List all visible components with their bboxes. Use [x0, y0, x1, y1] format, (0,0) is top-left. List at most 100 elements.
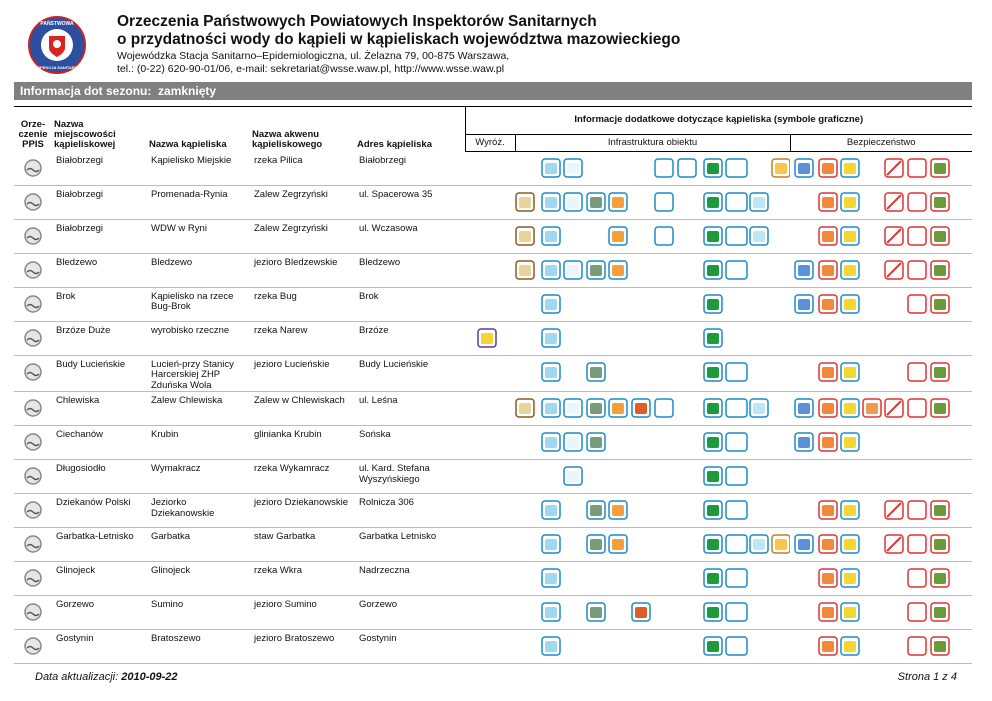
- icon-glyph: [822, 366, 834, 378]
- icon-glyph: [707, 298, 719, 310]
- icon-glyph: [934, 539, 946, 550]
- cell: Zalew Zegrzyński: [250, 219, 355, 254]
- icon-glyph: [545, 230, 557, 242]
- ppis-wave: [26, 645, 40, 651]
- icon-glyph: [590, 607, 602, 618]
- cell: rzeka Wkra: [250, 561, 355, 596]
- icons: [465, 599, 515, 625]
- icon-glyph: [822, 437, 834, 448]
- infra-cell: [515, 391, 790, 426]
- icons: [818, 225, 950, 246]
- icon-glyph: [753, 539, 765, 550]
- icon-glyph: [822, 641, 834, 652]
- cell: Glinojeck: [147, 561, 250, 596]
- icon-glyph: [822, 298, 834, 310]
- safety-cell: [790, 355, 972, 392]
- icon-cross: [886, 536, 902, 552]
- icon-glyph: [822, 196, 834, 208]
- icon-glyph: [545, 366, 557, 378]
- icon-glyph: [545, 505, 557, 516]
- icons: [790, 325, 972, 351]
- icon-glyph: [707, 403, 719, 414]
- icon-glyph: [934, 230, 946, 242]
- icon-glyph: [798, 163, 810, 174]
- icons: [794, 158, 950, 178]
- ppis-wave: [26, 167, 40, 172]
- icon-glyph: [707, 332, 719, 344]
- cell: Garbatka-Letnisko: [52, 527, 147, 562]
- ppis-wave: [26, 269, 40, 274]
- season-label: Informacja dot sezonu:: [20, 84, 152, 98]
- cell: Brok: [52, 287, 147, 322]
- ppis-cell: [14, 527, 52, 562]
- safety-cell: [790, 219, 972, 254]
- icon-glyph: [729, 230, 744, 242]
- column-header: Adres kąpieliska: [355, 106, 465, 152]
- row: Ciechanów Krubin glinianka Krubin Sońska: [14, 425, 972, 460]
- icon-glyph: [729, 641, 744, 652]
- icon-cross: [886, 227, 902, 244]
- icon-glyph: [911, 641, 923, 652]
- row: Budy Lucieńskie Lucień-przy Stanicy Harce…: [14, 355, 972, 392]
- infra-cell: [515, 629, 790, 664]
- cell: Białobrzegi: [355, 151, 465, 186]
- infra-cell: [515, 219, 790, 254]
- icon-glyph: [729, 471, 744, 482]
- safety-cell: [790, 287, 972, 322]
- icon-glyph: [729, 539, 744, 550]
- icon-glyph: [822, 163, 834, 174]
- icon-glyph: [545, 573, 557, 584]
- ppis-wave: [26, 509, 40, 515]
- icon-glyph: [911, 607, 923, 618]
- icon-glyph: [729, 366, 744, 378]
- infra-cell: [515, 185, 790, 220]
- cell: Ciechanów: [52, 425, 147, 460]
- icon-glyph: [545, 607, 557, 618]
- icon-glyph: [729, 196, 744, 208]
- safety-cell: [790, 629, 972, 664]
- icon-glyph: [844, 607, 856, 618]
- icon-glyph: [707, 471, 719, 482]
- icon-glyph: [707, 230, 719, 242]
- icon-glyph: [707, 505, 719, 516]
- ppis-circle: [24, 226, 42, 245]
- sub-header: Wyróż.: [464, 134, 515, 152]
- cell: wyrobisko rzeczne: [147, 321, 250, 356]
- infra-cell: [515, 595, 790, 630]
- title: o przydatności wody do kąpieli w kąpieli…: [117, 31, 681, 48]
- infra-cell: [515, 253, 790, 288]
- cell: ul. Wczasowa: [355, 219, 465, 254]
- cell: jezioro Bratoszewo: [250, 629, 355, 664]
- row: Gostynin Bratoszewo jezioro Bratoszewo Gost…: [14, 629, 972, 664]
- column-header: Nazwa akwenu kąpieliskowego: [250, 106, 355, 152]
- ppis-icon: [24, 637, 42, 655]
- icons: [818, 636, 950, 656]
- ppis-wave: [26, 235, 40, 240]
- icons: [515, 398, 769, 418]
- cell: Białobrzegi: [52, 151, 147, 186]
- icon-glyph: [844, 196, 856, 208]
- icons: [515, 259, 748, 280]
- icon-glyph: [729, 607, 744, 618]
- icons: [818, 568, 950, 588]
- ppis-circle: [24, 433, 42, 451]
- row: Brok Kąpielisko na rzece Bug-Brok rzeka Bu…: [14, 287, 972, 322]
- safety-cell: [790, 391, 972, 426]
- ppis-icon: [24, 294, 42, 313]
- infra-cell: [515, 151, 790, 186]
- infra-cell: [515, 321, 790, 356]
- icon-glyph: [934, 196, 946, 208]
- subtitle: tel.: (0-22) 620-90-01/06, e-mail: sekre…: [117, 63, 505, 75]
- cell: Białobrzegi: [52, 185, 147, 220]
- ppis-wave: [26, 407, 40, 413]
- ppis-cell: [14, 459, 52, 494]
- season-bar: Informacja dot sezonu: zamknięty: [14, 82, 972, 100]
- cell: Gorzewo: [355, 595, 465, 630]
- icons: [477, 327, 497, 348]
- ppis-cell: [14, 425, 52, 460]
- safety-cell: [790, 561, 972, 596]
- icon-glyph: [934, 298, 946, 310]
- icon-glyph: [707, 607, 719, 618]
- ppis-cell: [14, 321, 52, 356]
